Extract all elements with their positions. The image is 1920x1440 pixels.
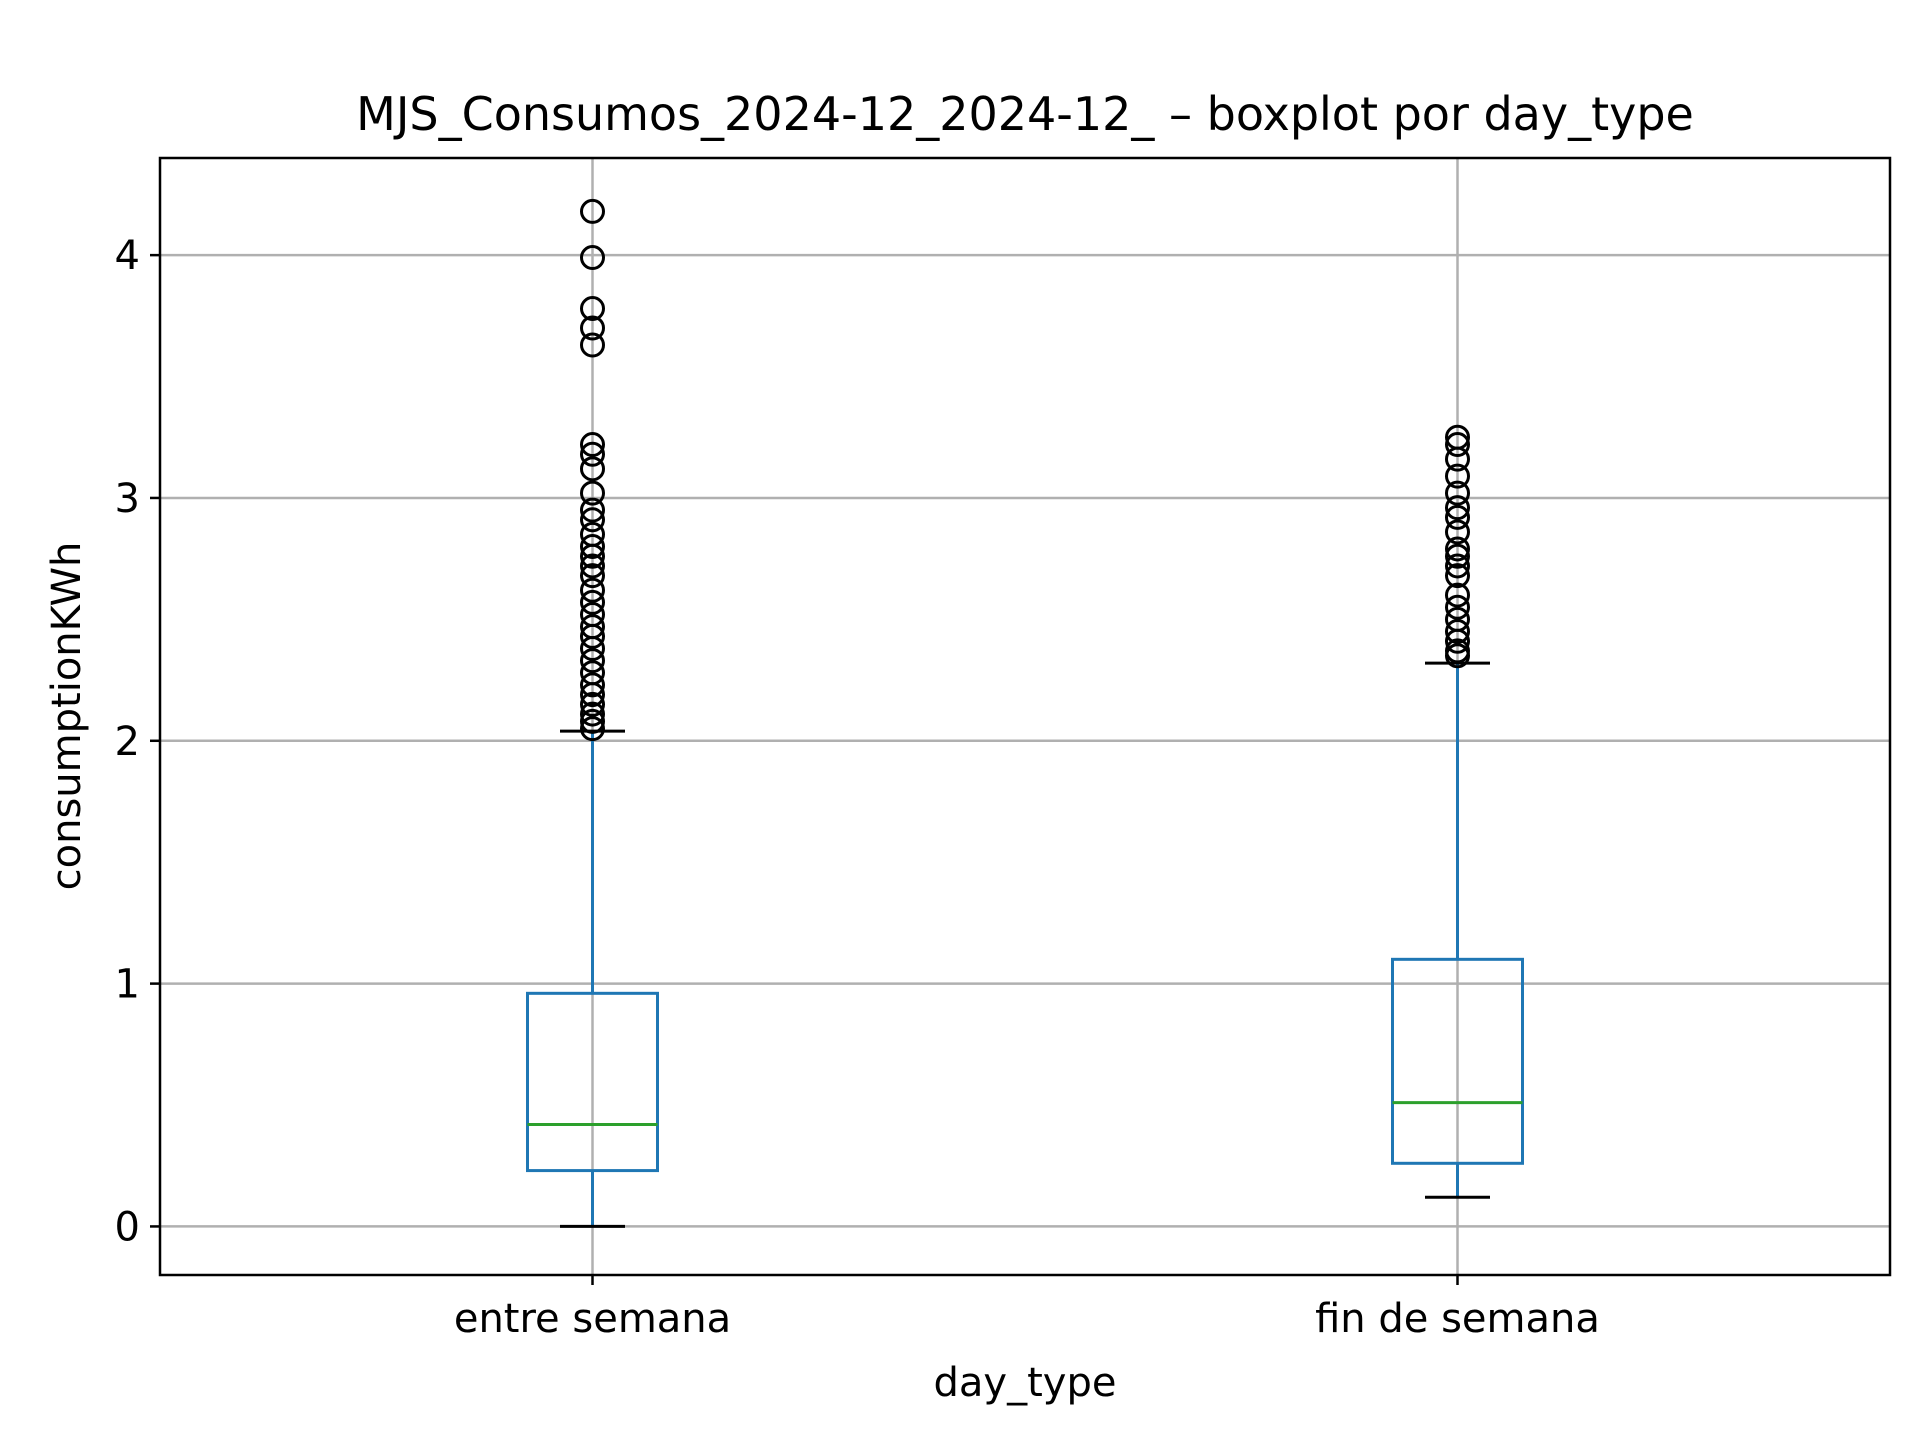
outlier-point [580, 456, 605, 482]
outlier-point [580, 441, 605, 467]
plot-frame [158, 156, 1892, 1277]
y-axis-label: consumptionKWh [44, 542, 90, 891]
outlier-point [1445, 619, 1470, 645]
outlier-point [580, 672, 605, 698]
outlier-point [580, 198, 605, 224]
outlier-point [580, 701, 605, 727]
outlier-point [1445, 480, 1470, 506]
outlier-point [580, 589, 605, 615]
outlier-point [580, 691, 605, 717]
iqr-box [1391, 957, 1524, 1165]
outlier-point [1445, 432, 1470, 458]
outlier-point [580, 716, 605, 742]
outlier-point [580, 553, 605, 579]
outlier-point [1445, 519, 1470, 545]
outlier-point [1445, 446, 1470, 472]
outlier-point [580, 636, 605, 662]
outlier-point [580, 245, 605, 271]
y-tick-label: 2 [115, 719, 140, 765]
outlier-point [1445, 553, 1470, 579]
outlier-point [580, 543, 605, 569]
x-tick-label: entre semana [454, 1296, 731, 1342]
outlier-point [1445, 543, 1470, 569]
outlier-point [580, 563, 605, 589]
x-axis-label: day_type [934, 1360, 1117, 1406]
outlier-point [580, 480, 605, 506]
outlier-point [1445, 628, 1470, 654]
outlier-point [580, 296, 605, 322]
outlier-point [1445, 582, 1470, 608]
outlier-point [1445, 594, 1470, 620]
outlier-point [580, 623, 605, 649]
ticks-layer: 0 1 2 3 4 entre semana fin de semana [115, 233, 1600, 1342]
outlier-point [580, 507, 605, 533]
outlier-point [1445, 563, 1470, 589]
grid-layer [160, 158, 1890, 1275]
outlier-point [1445, 504, 1470, 530]
outlier-point [580, 534, 605, 560]
marks-layer [526, 198, 1524, 1228]
x-tick-label: fin de semana [1315, 1296, 1600, 1342]
outlier-point [1445, 495, 1470, 521]
y-tick-label: 1 [115, 962, 140, 1008]
outlier-point [580, 708, 605, 734]
outlier-point [580, 682, 605, 708]
outlier-point [1445, 643, 1470, 669]
chart-title: MJS_Consumos_2024-12_2024-12_ – boxplot … [356, 87, 1694, 141]
iqr-box [526, 991, 659, 1173]
outlier-point [580, 332, 605, 358]
outlier-point [1445, 536, 1470, 562]
y-tick-label: 4 [115, 233, 140, 279]
y-tick-label: 0 [115, 1204, 140, 1250]
y-tick-label: 3 [115, 476, 140, 522]
outlier-point [580, 648, 605, 674]
outlier-point [580, 432, 605, 458]
outlier-point [1445, 463, 1470, 489]
outlier-point [580, 497, 605, 523]
outlier-point [580, 315, 605, 341]
outlier-point [580, 577, 605, 603]
